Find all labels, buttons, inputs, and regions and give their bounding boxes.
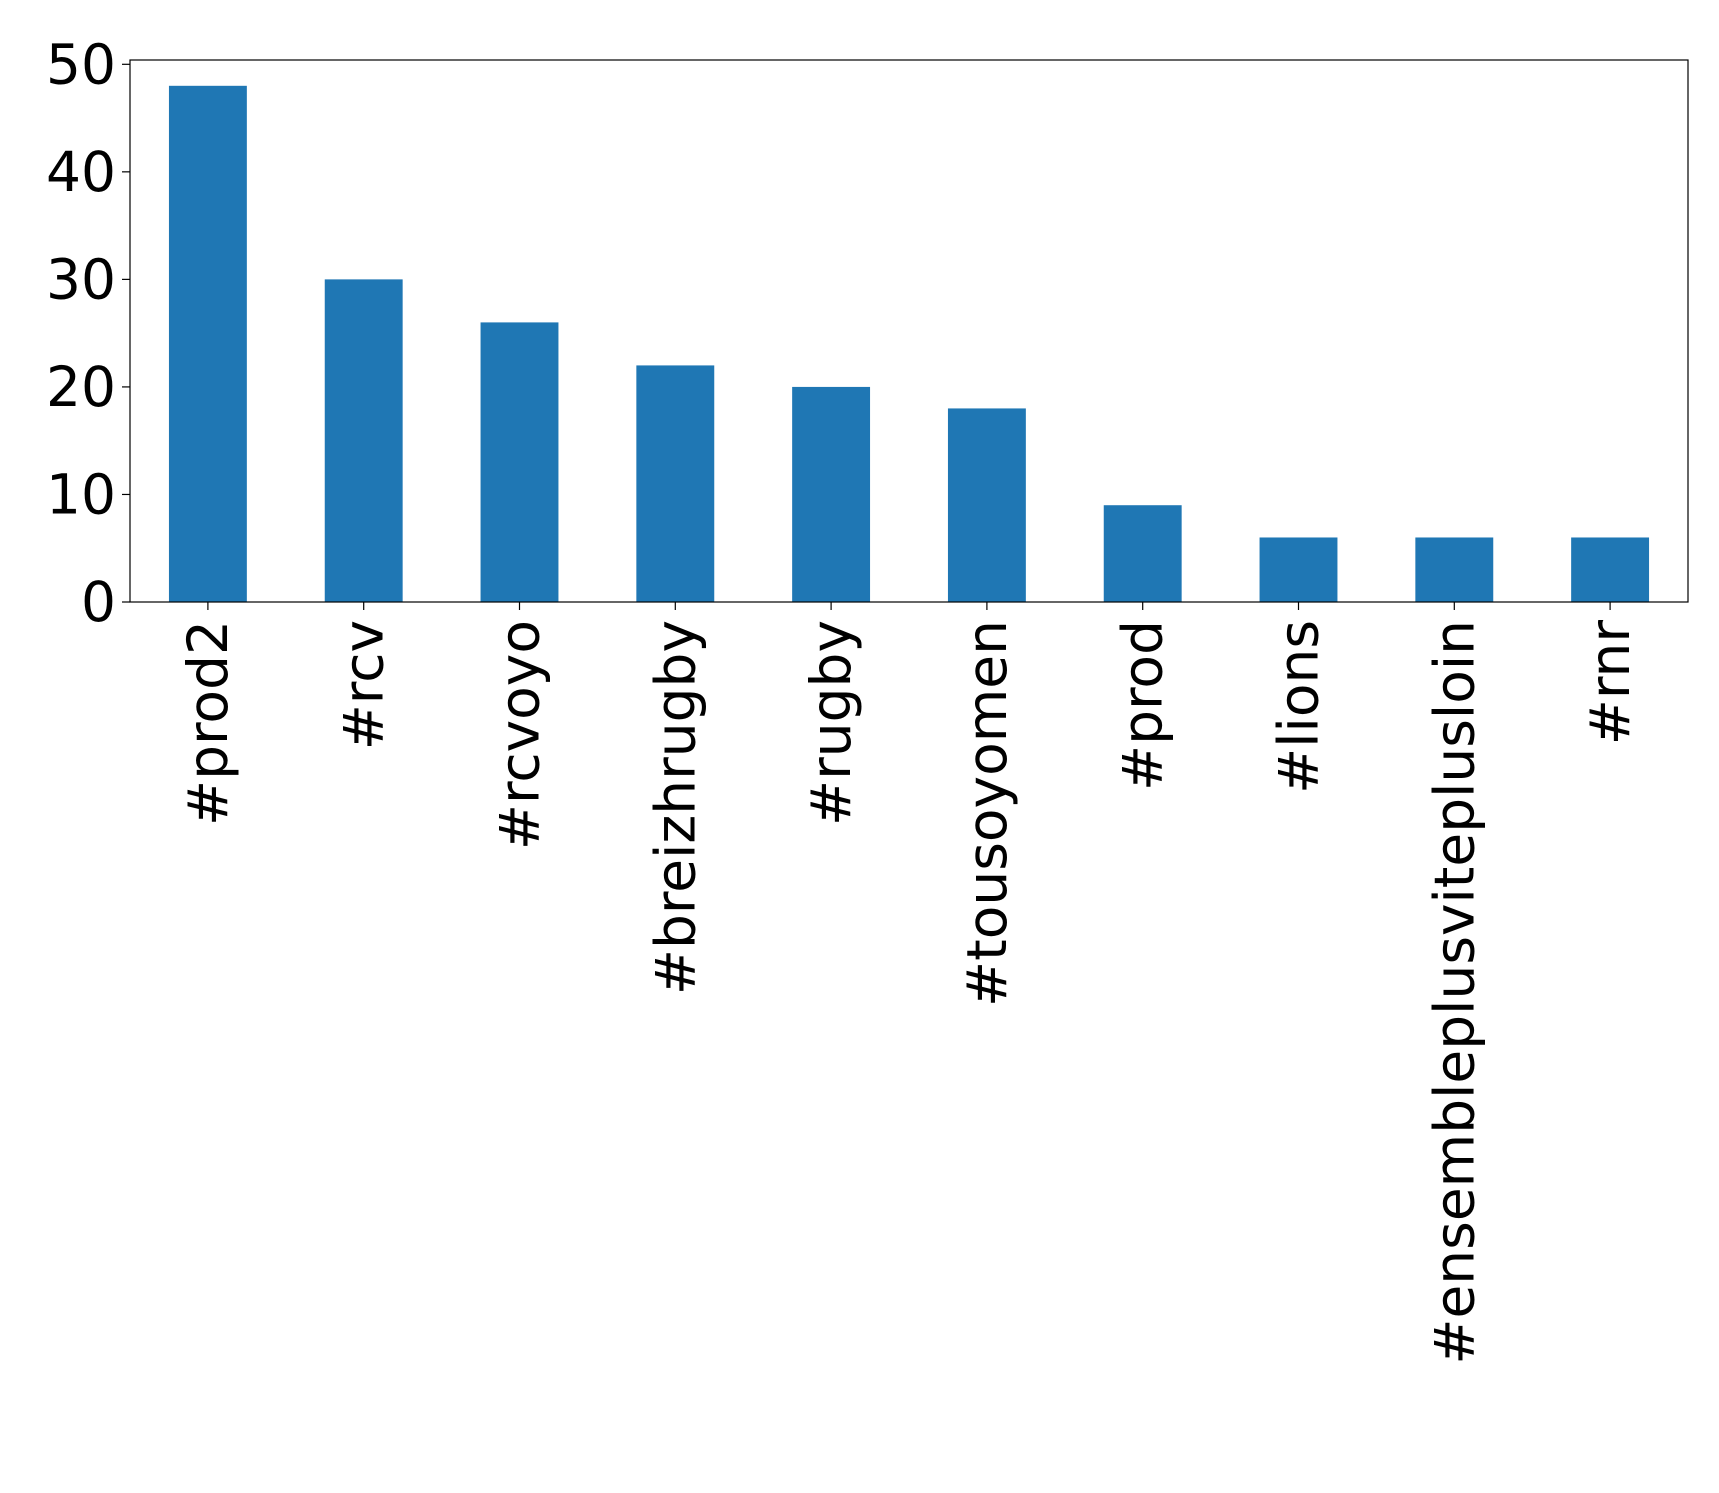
bar (168, 85, 247, 603)
x-tick-label: #lions (1267, 620, 1331, 794)
bar (792, 386, 871, 602)
bar (1103, 505, 1182, 602)
x-tick-label: #rnr (1578, 620, 1642, 746)
y-tick-label: 0 (81, 570, 116, 634)
x-tick-label: #prod (1111, 620, 1175, 791)
bar (1571, 537, 1650, 602)
y-tick-label: 40 (46, 140, 116, 204)
x-tick-label: #tousoyomen (955, 620, 1019, 1007)
x-tick-label: #prod2 (176, 620, 240, 826)
bar (1415, 537, 1494, 602)
x-tick-label: #rcv (332, 620, 396, 750)
plot-frame (129, 59, 1689, 603)
x-tick-label: #rugby (799, 620, 863, 826)
x-tick-label: #rcvoyo (488, 620, 552, 850)
y-tick-label: 10 (46, 462, 116, 526)
x-tick-label: #breizhrugby (643, 620, 707, 995)
bar (324, 279, 403, 602)
bar (480, 322, 559, 602)
bar (947, 408, 1026, 602)
y-tick-label: 50 (46, 32, 116, 96)
y-tick-label: 20 (46, 355, 116, 419)
bar (1259, 537, 1338, 602)
x-tick-label: #ensembleplusviteplusloin (1422, 620, 1486, 1365)
bar (636, 365, 715, 602)
y-tick-label: 30 (46, 247, 116, 311)
